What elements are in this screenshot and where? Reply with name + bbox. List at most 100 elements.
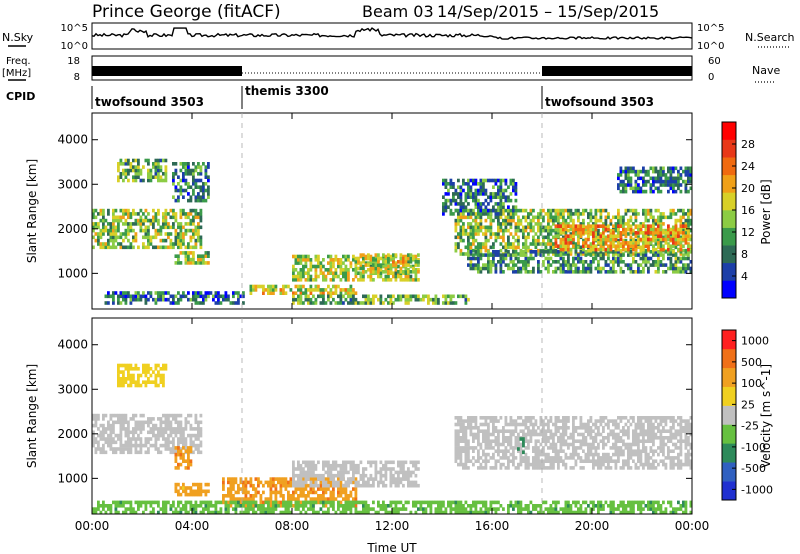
power-cell <box>327 254 330 259</box>
velocity-cell <box>184 449 188 453</box>
power-cell <box>562 235 565 240</box>
power-cell <box>537 252 540 256</box>
velocity-cell <box>474 416 478 420</box>
power-cell <box>564 270 568 274</box>
power-cell <box>674 270 678 274</box>
power-cell <box>134 178 138 183</box>
power-cell <box>484 205 488 209</box>
power-cell <box>654 242 658 246</box>
power-cell <box>374 266 378 271</box>
power-cell <box>662 212 665 216</box>
power-cell <box>552 228 555 233</box>
velocity-cell <box>197 443 200 448</box>
velocity-cell <box>237 487 240 491</box>
power-cell <box>629 169 633 174</box>
power-cell <box>202 195 205 199</box>
velocity-cell <box>504 466 508 470</box>
velocity-cell <box>282 497 285 501</box>
power-cell <box>127 178 130 183</box>
velocity-cell <box>184 440 188 445</box>
nsky-tick-bottom: 10^0 <box>61 41 88 52</box>
power-cell <box>642 253 645 257</box>
power-cell <box>527 270 530 274</box>
power-cell <box>549 245 553 250</box>
velocity-cell <box>472 449 475 453</box>
velocity-cell <box>232 497 235 501</box>
velocity-cell <box>562 419 565 423</box>
velocity-cell <box>574 416 578 420</box>
power-cell <box>114 208 118 213</box>
power-cell <box>482 212 485 216</box>
velocity-cell <box>274 483 278 488</box>
power-cell <box>657 238 660 243</box>
velocity-cell <box>117 367 120 371</box>
velocity-cell <box>142 423 145 428</box>
power-cell <box>127 291 130 295</box>
velocity-cell <box>359 483 363 488</box>
power-cell <box>609 250 613 254</box>
power-cell <box>599 256 603 261</box>
velocity-cell <box>542 452 545 457</box>
velocity-cell <box>464 439 468 443</box>
power-cell <box>659 173 663 177</box>
power-cell <box>104 218 108 223</box>
power-cell <box>202 162 205 166</box>
power-cell <box>499 188 503 193</box>
power-cell <box>539 250 543 254</box>
power-cell <box>627 227 630 232</box>
power-cell <box>639 186 643 191</box>
velocity-cell <box>604 436 608 440</box>
power-cell <box>472 208 475 213</box>
power-cell <box>557 232 560 236</box>
power-cell <box>94 238 98 243</box>
power-cell <box>462 188 465 193</box>
power-cell <box>487 212 490 216</box>
velocity-cell <box>102 427 105 431</box>
power-cell <box>354 266 358 271</box>
velocity-cell <box>582 426 585 430</box>
velocity-cell <box>299 467 303 471</box>
power-cell <box>444 294 448 299</box>
velocity-cell <box>457 449 460 453</box>
power-cell <box>222 294 225 299</box>
power-cell <box>202 301 205 305</box>
power-cell <box>534 215 538 220</box>
velocity-cell <box>132 367 135 371</box>
power-cell <box>387 301 390 305</box>
power-cell <box>582 270 585 274</box>
power-cell <box>612 253 615 257</box>
velocity-cell <box>169 440 173 445</box>
velocity-cell <box>459 459 463 463</box>
velocity-cell <box>477 436 480 440</box>
power-cell <box>532 225 535 230</box>
power-cell <box>404 278 408 282</box>
velocity-cell <box>307 477 310 481</box>
velocity-cell <box>527 446 530 450</box>
power-cell <box>509 225 513 230</box>
power-cell <box>192 218 195 223</box>
power-cell <box>564 260 568 264</box>
power-cell <box>197 165 200 169</box>
power-cell <box>467 188 470 193</box>
power-cell <box>134 297 138 302</box>
power-cell <box>482 185 485 189</box>
velocity-cell <box>139 413 143 418</box>
power-cell <box>292 274 295 279</box>
power-cell <box>467 192 470 196</box>
velocity-cell <box>147 420 150 425</box>
velocity-cell <box>489 456 493 460</box>
power-cell <box>644 189 648 194</box>
power-cell <box>467 242 470 246</box>
velocity-cell <box>467 452 470 457</box>
cpid-label: CPID <box>6 90 35 103</box>
power-cell <box>687 218 690 223</box>
power-cell <box>537 242 540 246</box>
velocity-cell <box>349 460 353 465</box>
velocity-cell <box>144 380 148 384</box>
power-cell <box>624 186 628 191</box>
power-cell <box>492 253 495 257</box>
velocity-cell <box>539 459 543 463</box>
velocity-cell <box>314 497 318 501</box>
power-cell <box>349 284 353 289</box>
velocity-cell <box>484 419 488 423</box>
